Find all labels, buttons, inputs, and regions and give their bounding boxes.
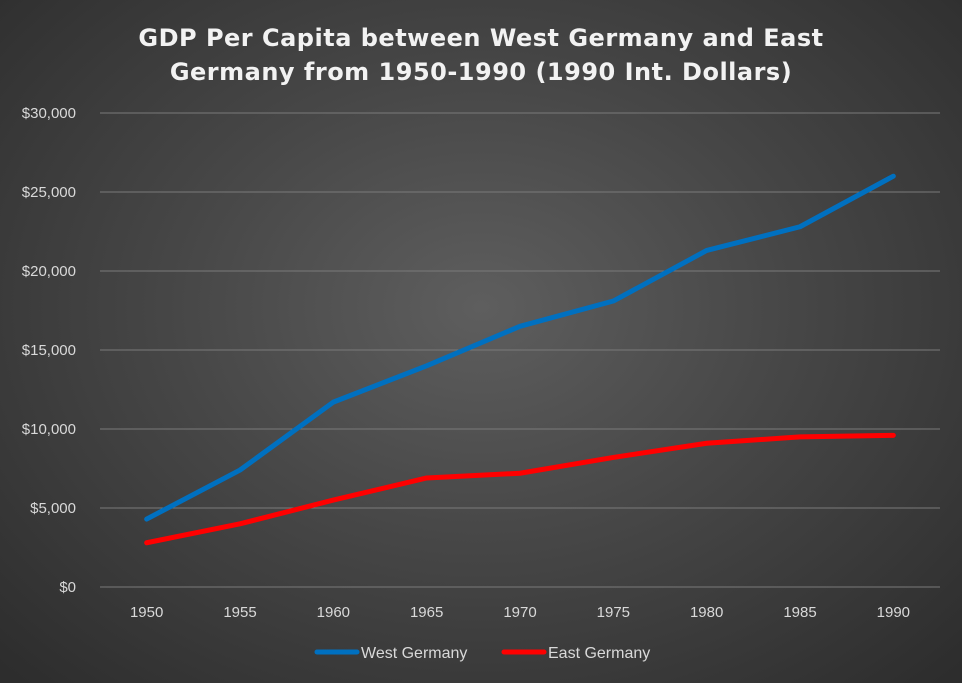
y-tick-label: $25,000 xyxy=(22,184,76,201)
chart-title-line-2: Germany from 1950-1990 (1990 Int. Dollar… xyxy=(170,58,792,86)
legend-item-west-germany[interactable]: West Germany xyxy=(314,645,467,662)
y-tick-label: $30,000 xyxy=(22,105,76,122)
x-axis-tick-labels: 1950 1955 1960 1965 1970 1975 1980 1985 1990 xyxy=(130,604,910,621)
x-tick-label: 1960 xyxy=(317,604,350,621)
x-tick-label: 1990 xyxy=(877,604,910,621)
legend-label: East Germany xyxy=(548,645,650,662)
chart-title: GDP Per Capita between West Germany and … xyxy=(138,24,823,86)
x-tick-label: 1975 xyxy=(597,604,630,621)
gridlines xyxy=(100,112,940,588)
x-tick-label: 1980 xyxy=(690,604,723,621)
legend[interactable]: West Germany East Germany xyxy=(314,645,650,662)
x-tick-label: 1950 xyxy=(130,604,163,621)
x-tick-label: 1955 xyxy=(223,604,256,621)
chart-title-line-1: GDP Per Capita between West Germany and … xyxy=(138,24,823,52)
y-tick-label: $10,000 xyxy=(22,421,76,438)
y-axis-tick-labels: $0 $5,000 $10,000 $15,000 $20,000 $25,000 $30,… xyxy=(22,105,76,596)
series-lines xyxy=(144,173,896,546)
y-tick-label: $5,000 xyxy=(30,500,76,517)
x-tick-label: 1970 xyxy=(503,604,536,621)
x-tick-label: 1965 xyxy=(410,604,443,621)
series-line-west-germany xyxy=(144,173,896,522)
legend-label: West Germany xyxy=(361,645,467,662)
x-tick-label: 1985 xyxy=(783,604,816,621)
y-tick-label: $0 xyxy=(59,579,76,596)
legend-item-east-germany[interactable]: East Germany xyxy=(501,645,650,662)
y-tick-label: $15,000 xyxy=(22,342,76,359)
series-line-east-germany xyxy=(144,432,896,546)
y-tick-label: $20,000 xyxy=(22,263,76,280)
